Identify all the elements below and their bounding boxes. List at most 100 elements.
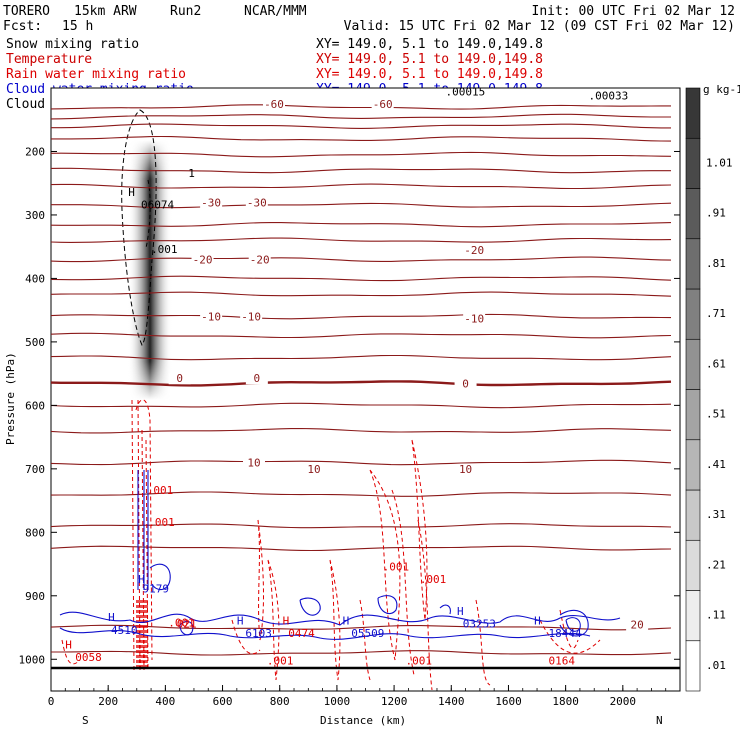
isotherm-line xyxy=(51,113,671,120)
temp-label: 10 xyxy=(307,463,320,476)
colorbar-tick-label: .61 xyxy=(706,357,726,370)
isotherm-line xyxy=(51,222,672,228)
y-tick-label: 1000 xyxy=(19,653,46,666)
rain-contour xyxy=(267,559,280,681)
temp-label: -60 xyxy=(373,98,393,111)
colorbar-segment xyxy=(685,439,701,491)
isotherm-line xyxy=(51,202,672,209)
isotherm-line xyxy=(51,313,672,320)
temp-label-bg xyxy=(454,378,477,390)
y-tick-label: 900 xyxy=(25,590,45,603)
cloud-water-label: 03253 xyxy=(463,618,496,631)
temperature-isotherms xyxy=(51,104,672,656)
colorbar-tick-label: .41 xyxy=(706,458,726,471)
header-valid: Valid: 15 UTC Fri 02 Mar 12 (09 CST Fri … xyxy=(344,19,735,34)
isotherm-line xyxy=(51,123,671,129)
ice-envelope xyxy=(121,109,157,346)
rain-label: .001 xyxy=(420,573,447,586)
temp-label-bg xyxy=(248,254,271,266)
rain-label: 0474 xyxy=(288,627,315,640)
temp-label: -10 xyxy=(241,311,261,324)
colorbar-tick-label: 1.01 xyxy=(706,156,733,169)
ice-label: .00015 xyxy=(446,86,486,99)
header-init: Init: 00 UTC Fri 02 Mar 12 xyxy=(532,4,736,19)
rain-contour xyxy=(231,619,261,655)
snow-shading xyxy=(128,140,172,400)
ice-label: H xyxy=(128,186,135,199)
cloud-water-label: H xyxy=(457,605,464,618)
temp-label: 10 xyxy=(247,457,260,470)
colorbar-unit: g kg-1 xyxy=(703,83,740,96)
isotherm-line xyxy=(51,104,671,110)
header-fcst-value: 15 h xyxy=(62,19,93,34)
rain-label: 0164 xyxy=(548,654,575,667)
isotherm-line xyxy=(51,402,672,409)
rain-label: H xyxy=(65,638,72,651)
colorbar: .01 .11 .21 .31 .41 .51 .61 .71 .81 .91 1.01 xyxy=(685,87,733,692)
y-tick-label: 300 xyxy=(25,209,45,222)
colorbar-segment xyxy=(685,238,701,290)
cloud-water-contour xyxy=(179,620,194,636)
rain-label: .001 xyxy=(148,516,175,529)
colorbar-segment xyxy=(685,288,701,340)
isotherm-line xyxy=(51,459,672,466)
cloud-water-contour xyxy=(59,611,621,626)
cloud-water-contour xyxy=(59,627,591,640)
temp-label-bg xyxy=(371,99,394,111)
colorbar-segment xyxy=(685,489,701,541)
x-tick-label: 1400 xyxy=(438,695,465,708)
colorbar-segment xyxy=(685,137,701,189)
y-tick-label: 400 xyxy=(25,272,45,285)
temp-label: -20 xyxy=(193,254,213,267)
temp-label: 0 xyxy=(176,372,183,385)
cloud-water-contour xyxy=(565,617,581,632)
y-axis-label: Pressure (hPa) xyxy=(4,352,17,445)
isotherm-line xyxy=(51,275,672,282)
rain-label: 0058 xyxy=(75,651,102,664)
cloud-water-label: 6103 xyxy=(245,627,272,640)
cloud-water-label: 05509 xyxy=(351,627,384,640)
cloud-water-contour xyxy=(559,609,589,637)
header-org: NCAR/MMM xyxy=(244,4,307,19)
colorbar-tick-label: .01 xyxy=(706,659,726,672)
isotherm-line xyxy=(51,491,672,497)
rain-label: .001 xyxy=(383,560,410,573)
cloud-water-contour xyxy=(299,597,321,616)
temp-label-bg xyxy=(463,313,486,325)
colorbar-segment xyxy=(685,389,701,441)
colorbar-segment xyxy=(685,640,701,692)
rain-label: .001 xyxy=(168,616,195,629)
header-model: TORERO xyxy=(3,4,50,19)
colorbar-segment xyxy=(685,188,701,240)
temp-label-bg xyxy=(263,99,286,111)
cloud-water-label: H xyxy=(534,614,541,627)
legend-field-name: Temperature xyxy=(6,52,92,67)
rain-contour xyxy=(539,619,601,654)
isotherm-line xyxy=(51,523,672,529)
rain-contour xyxy=(61,639,81,665)
temp-label-bg xyxy=(463,245,486,257)
legend-field-xy: XY= 149.0, 5.1 to 149.0,149.8 xyxy=(316,52,543,67)
temp-label-bg xyxy=(200,311,223,323)
rain-contour xyxy=(257,519,264,641)
legend-field-xy: XY= 149.0, 5.1 to 149.0,149.8 xyxy=(316,67,543,82)
y-tick-label: 700 xyxy=(25,463,45,476)
legend-field-name: Rain water mixing ratio xyxy=(6,67,186,82)
cloud-water-label: H xyxy=(343,614,350,627)
temp-label: -30 xyxy=(201,196,221,209)
temp-label-bg xyxy=(200,197,223,209)
cloud-water-label: 18444 xyxy=(548,627,581,640)
rain-contours xyxy=(61,399,601,691)
x-tick-label: 1600 xyxy=(495,695,522,708)
isotherm-line xyxy=(51,427,672,434)
colorbar-tick-label: .31 xyxy=(706,508,726,521)
rain-contour xyxy=(559,609,579,649)
rain-label: .001 xyxy=(267,654,294,667)
x-tick-label: 1800 xyxy=(552,695,579,708)
temp-label: -10 xyxy=(201,311,221,324)
colorbar-tick-label: .21 xyxy=(706,558,726,571)
rain-contour xyxy=(359,599,371,681)
cloud-water-contour xyxy=(377,595,398,615)
cloud-water-label: 4510 xyxy=(111,624,138,637)
